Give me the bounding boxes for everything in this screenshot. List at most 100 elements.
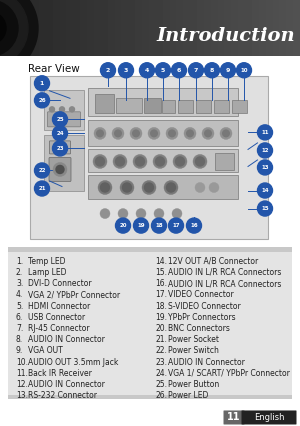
Text: 12.: 12. [16,380,28,389]
Circle shape [169,218,184,233]
Circle shape [96,130,104,138]
Circle shape [52,112,68,127]
Circle shape [134,218,148,233]
Text: RS-232 Connector: RS-232 Connector [28,391,97,400]
Circle shape [220,127,232,139]
Circle shape [136,209,146,219]
FancyBboxPatch shape [94,94,113,113]
Text: AUDIO IN Connector: AUDIO IN Connector [28,335,105,344]
Circle shape [196,157,205,166]
FancyBboxPatch shape [161,100,175,113]
Circle shape [0,0,18,56]
Circle shape [172,209,182,219]
Circle shape [100,183,109,192]
FancyBboxPatch shape [8,247,292,252]
Circle shape [220,63,236,78]
Text: 21: 21 [38,186,46,191]
Circle shape [0,0,38,76]
Text: 19.: 19. [155,313,167,322]
Text: 12V OUT A/B Connector: 12V OUT A/B Connector [168,256,258,266]
FancyBboxPatch shape [44,90,84,130]
Text: 9.: 9. [16,346,23,355]
Text: 15: 15 [261,206,269,211]
Circle shape [193,155,207,168]
Text: BNC Connectors: BNC Connectors [168,324,230,333]
Circle shape [236,63,251,78]
Circle shape [202,127,214,139]
Circle shape [34,76,50,91]
Circle shape [136,157,145,166]
Text: 19: 19 [137,223,145,228]
Text: 22: 22 [38,168,46,173]
Circle shape [176,157,184,166]
Circle shape [164,181,178,195]
Text: Power LED: Power LED [168,391,208,400]
FancyBboxPatch shape [50,141,70,154]
Text: Back IR Receiver: Back IR Receiver [28,369,92,378]
Text: 10.: 10. [16,358,28,367]
Circle shape [140,63,154,78]
Text: 4.: 4. [16,290,23,299]
Text: VGA 1/ SCART/ YPbPr Connector: VGA 1/ SCART/ YPbPr Connector [168,369,290,378]
Circle shape [172,63,187,78]
Text: English: English [254,413,284,422]
Circle shape [154,209,164,219]
Text: S-VIDEO Connector: S-VIDEO Connector [168,302,241,311]
FancyBboxPatch shape [178,100,193,113]
Circle shape [0,12,6,44]
FancyBboxPatch shape [88,150,238,173]
Circle shape [0,0,28,66]
Circle shape [57,121,63,127]
Circle shape [257,143,272,158]
Text: AUDIO IN L/R RCA Connectors: AUDIO IN L/R RCA Connectors [168,268,281,277]
Circle shape [116,218,130,233]
Text: USB Connector: USB Connector [28,313,85,322]
Circle shape [187,218,202,233]
Text: HDMI Connector: HDMI Connector [28,302,90,311]
Text: 4: 4 [145,68,149,73]
Text: 17.: 17. [155,290,167,299]
FancyBboxPatch shape [196,100,211,113]
Circle shape [195,182,205,193]
Text: 7: 7 [194,68,198,73]
FancyBboxPatch shape [49,158,71,181]
Circle shape [257,183,272,198]
Text: 1: 1 [40,81,44,86]
Text: 11: 11 [227,412,241,423]
Text: 13: 13 [261,165,269,170]
Text: 20.: 20. [155,324,167,333]
FancyBboxPatch shape [214,100,229,113]
FancyBboxPatch shape [88,121,238,147]
Text: Temp LED: Temp LED [28,256,65,266]
Text: 5: 5 [161,68,165,73]
Text: 25.: 25. [155,380,167,389]
Text: 3.: 3. [16,279,23,288]
Text: 12: 12 [261,148,269,153]
Circle shape [118,63,134,78]
Text: 24: 24 [56,131,64,136]
Text: 16: 16 [190,223,198,228]
Circle shape [95,157,104,166]
FancyBboxPatch shape [47,112,80,127]
Circle shape [186,130,194,138]
Text: 26: 26 [38,98,46,103]
Circle shape [168,130,176,138]
FancyBboxPatch shape [8,395,292,399]
Circle shape [114,130,122,138]
Text: 8: 8 [210,68,214,73]
Text: 6.: 6. [16,313,23,322]
Circle shape [53,162,67,176]
Text: 16.: 16. [155,279,167,288]
Text: 17: 17 [172,223,180,228]
Text: VGA 2/ YPbPr Connector: VGA 2/ YPbPr Connector [28,290,120,299]
Circle shape [57,128,63,134]
Circle shape [50,107,55,112]
Text: AUDIO IN L/R RCA Connectors: AUDIO IN L/R RCA Connectors [168,279,281,288]
Text: 26.: 26. [155,391,167,400]
FancyBboxPatch shape [30,76,268,239]
FancyBboxPatch shape [143,98,161,113]
Circle shape [155,157,164,166]
Text: DVI-D Connector: DVI-D Connector [28,279,92,288]
Circle shape [153,155,167,168]
Text: 8.: 8. [16,335,23,344]
